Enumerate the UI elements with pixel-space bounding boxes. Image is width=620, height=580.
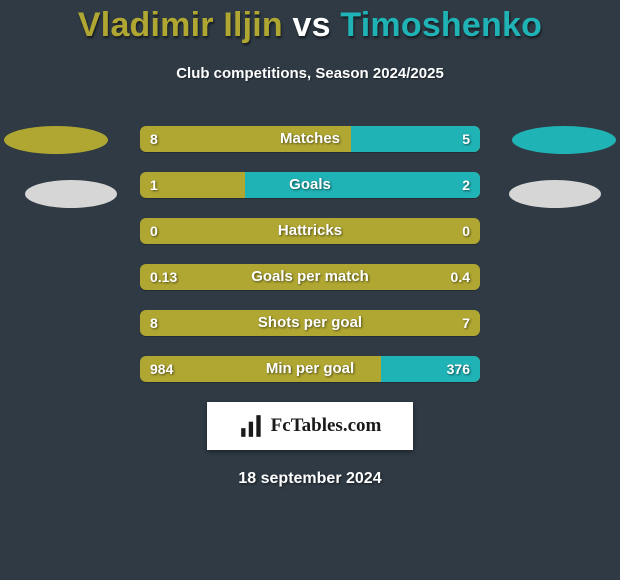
left-ellipse-column xyxy=(1,126,111,234)
chart-stage: 85Matches 12Goals 0 0Hattricks 0.13 0.4Goals … xyxy=(0,126,620,382)
stat-bar: 0.13 0.4Goals per match xyxy=(140,264,480,290)
stat-right-value: 7 xyxy=(452,310,480,336)
footer-date: 18 september 2024 xyxy=(0,470,620,488)
stat-bar-right-fill xyxy=(381,356,480,382)
stat-bar: 984376Min per goal xyxy=(140,356,480,382)
ellipse-player1-secondary xyxy=(25,180,117,208)
ellipse-player2-primary xyxy=(512,126,616,154)
stat-right-value: 0.4 xyxy=(441,264,480,290)
ellipse-player2-secondary xyxy=(509,180,601,208)
stat-label: Goals per match xyxy=(140,264,480,290)
right-ellipse-column xyxy=(509,126,619,234)
stat-left-value: 8 xyxy=(140,310,168,336)
comparison-title: Vladimir Iljin vs Timoshenko xyxy=(0,0,620,45)
stat-bar-right-fill xyxy=(245,172,480,198)
player1-name: Vladimir Iljin xyxy=(78,6,283,44)
comparison-bars: 85Matches 12Goals 0 0Hattricks 0.13 0.4Goals … xyxy=(140,126,480,382)
stat-bar: 12Goals xyxy=(140,172,480,198)
stat-bar: 0 0Hattricks xyxy=(140,218,480,244)
bars-icon xyxy=(239,413,265,439)
brand-text: FcTables.com xyxy=(271,415,382,437)
stat-left-value: 984 xyxy=(140,356,183,382)
ellipse-player1-primary xyxy=(4,126,108,154)
stat-bar-right-fill xyxy=(351,126,480,152)
vs-text: vs xyxy=(293,6,331,44)
stat-left-value: 0 xyxy=(140,218,168,244)
stat-left-value: 0.13 xyxy=(140,264,187,290)
stat-left-value: 8 xyxy=(140,126,168,152)
subtitle: Club competitions, Season 2024/2025 xyxy=(0,65,620,82)
stat-bar: 85Matches xyxy=(140,126,480,152)
stat-label: Shots per goal xyxy=(140,310,480,336)
stat-left-value: 1 xyxy=(140,172,168,198)
stat-right-value: 0 xyxy=(452,218,480,244)
player2-name: Timoshenko xyxy=(340,6,542,44)
stat-label: Hattricks xyxy=(140,218,480,244)
stat-bar: 8 7Shots per goal xyxy=(140,310,480,336)
footer-logo: FcTables.com xyxy=(207,402,413,450)
